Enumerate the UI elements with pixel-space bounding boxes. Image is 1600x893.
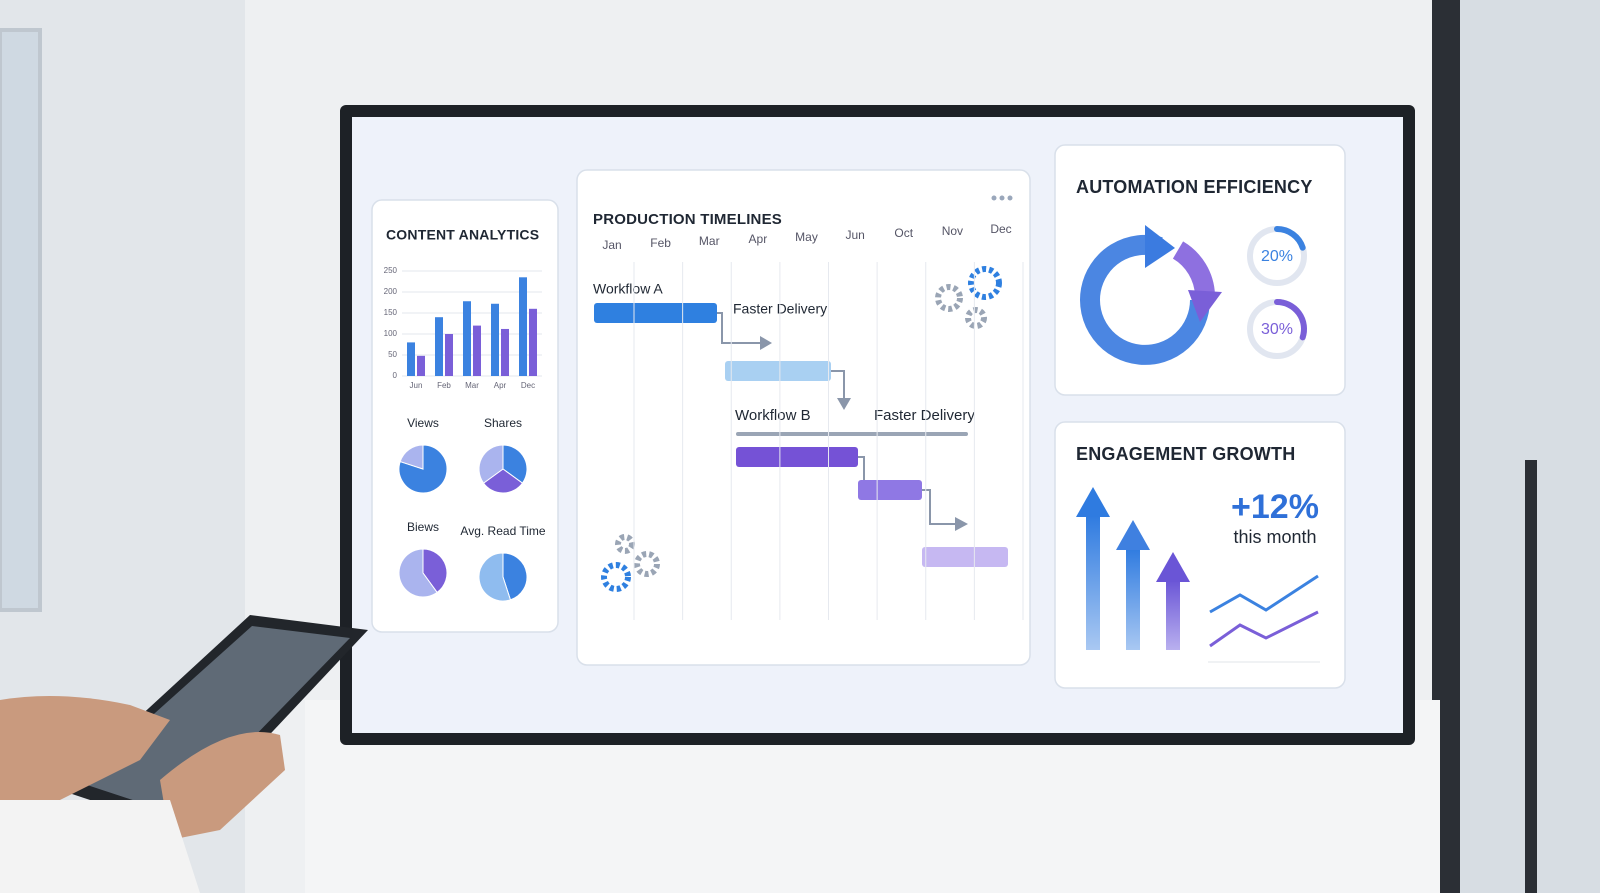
- panel-content-analytics: [371, 199, 559, 633]
- x-tick-label: Mar: [465, 381, 479, 390]
- pie-label: Views: [407, 416, 439, 430]
- pie-label: Avg. Read Time: [460, 524, 545, 538]
- gauge-arc: [1274, 226, 1306, 251]
- gauge-label: 30%: [1261, 321, 1293, 338]
- month-label: Oct: [894, 226, 913, 240]
- panel-title: CONTENT ANALYTICS: [386, 227, 539, 243]
- tablet: [0, 615, 368, 893]
- pie-slice: [502, 444, 528, 484]
- x-tick-label: Dec: [521, 381, 535, 390]
- y-tick-label: 50: [388, 350, 397, 359]
- cycle-icon: [1080, 225, 1222, 365]
- bar: [529, 308, 537, 376]
- bar: [519, 277, 527, 376]
- window: [0, 28, 42, 612]
- frame-post: [1525, 460, 1537, 893]
- pie-slice: [478, 444, 504, 484]
- pie-slice: [398, 548, 438, 598]
- gauge-arc: [1274, 299, 1307, 341]
- month-label: Feb: [650, 236, 671, 250]
- workflow-label: Workflow A: [593, 281, 663, 297]
- growth-arrows: [1076, 487, 1190, 650]
- pie-slice: [502, 552, 528, 601]
- x-tick-label: Feb: [437, 381, 451, 390]
- growth-value: +12%: [1231, 488, 1319, 526]
- month-label: Jun: [845, 228, 864, 242]
- workflow-label: Workflow B: [735, 407, 811, 424]
- month-label: Apr: [749, 232, 768, 246]
- pie-slice: [478, 552, 512, 602]
- gear-icons: [601, 266, 1002, 592]
- month-label: Mar: [699, 234, 720, 248]
- month-label: May: [795, 230, 818, 244]
- gauge-label: 20%: [1261, 248, 1293, 265]
- bar: [473, 325, 481, 376]
- month-label: Nov: [942, 224, 963, 238]
- trend-lines: [1208, 574, 1320, 663]
- bar: [407, 342, 415, 376]
- panel-title: ENGAGEMENT GROWTH: [1076, 444, 1295, 464]
- pie-label: Shares: [484, 416, 522, 430]
- workflow-note: Faster Delivery: [874, 407, 975, 424]
- dynamic-layer: 0 50 100 150 200 250 Jun Feb Mar Apr Dec Views Share…: [384, 222, 1307, 620]
- y-tick-label: 150: [384, 308, 398, 317]
- gantt: [594, 303, 1008, 567]
- panel-production-timelines: [576, 169, 1031, 666]
- bar: [463, 301, 471, 376]
- bar: [501, 328, 509, 376]
- bar: [491, 303, 499, 376]
- panel-title: PRODUCTION TIMELINES: [593, 211, 782, 228]
- pie-slice: [482, 468, 524, 494]
- growth-period: this month: [1233, 527, 1316, 547]
- pie-slice: [399, 444, 424, 470]
- bar: [445, 334, 453, 376]
- pie-slice: [398, 444, 448, 494]
- y-tick-label: 100: [384, 329, 398, 338]
- menu-dots[interactable]: [991, 195, 1013, 201]
- y-tick-label: 0: [393, 371, 398, 380]
- month-label: Jan: [602, 238, 621, 252]
- y-tick-label: 250: [384, 266, 398, 275]
- pie-label: Biews: [407, 520, 439, 534]
- bar: [417, 355, 425, 376]
- x-tick-label: Apr: [494, 381, 507, 390]
- y-tick-label: 200: [384, 287, 398, 296]
- panel-title: AUTOMATION EFFICIENCY: [1076, 177, 1313, 197]
- bar: [435, 317, 443, 376]
- x-tick-label: Jun: [410, 381, 423, 390]
- month-label: Dec: [990, 222, 1011, 236]
- pie-slice: [422, 548, 448, 594]
